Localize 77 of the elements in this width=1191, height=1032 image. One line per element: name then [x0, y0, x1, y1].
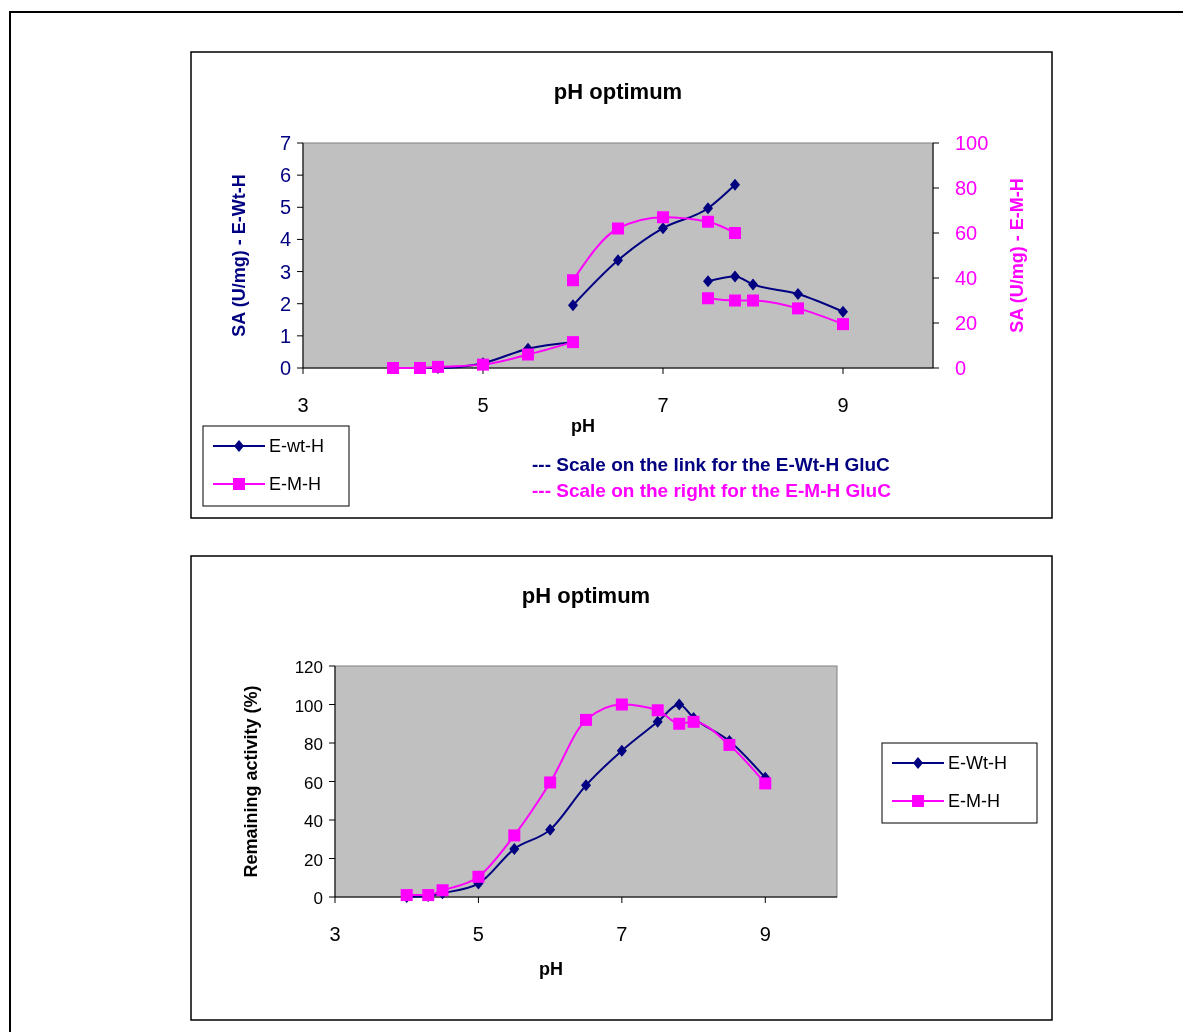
legend-label: E-M-H	[948, 791, 1000, 811]
x-tick-label: 5	[472, 923, 484, 945]
point	[702, 292, 714, 305]
x-tick-label: 5	[477, 394, 489, 416]
point	[759, 777, 772, 790]
point	[792, 302, 804, 315]
y-tick-label: 100	[294, 696, 323, 716]
y2-tick-label: 100	[955, 132, 989, 154]
point	[568, 299, 578, 312]
y-axis-title: SA (U/mg) - E-Wt-H	[229, 174, 249, 337]
y2-tick-label: 80	[955, 177, 978, 199]
point	[522, 348, 534, 361]
y2-tick-label: 60	[955, 222, 978, 244]
x-axis-title: pH	[571, 416, 595, 436]
x-tick-label: 7	[657, 394, 669, 416]
point	[651, 704, 664, 717]
chart-title: pH optimum	[521, 583, 651, 608]
point	[702, 215, 714, 228]
y-tick-label: 0	[279, 357, 291, 379]
y-tick-label: 80	[304, 735, 323, 754]
y-tick-label: 120	[294, 658, 323, 677]
x-tick-label: 7	[616, 923, 628, 945]
point	[703, 275, 713, 288]
point	[674, 698, 685, 711]
point	[612, 222, 624, 235]
point	[509, 842, 520, 855]
y-tick-label: 2	[279, 292, 291, 315]
point	[748, 278, 758, 291]
x-tick-label: 9	[759, 923, 771, 945]
chart-title: pH optimum	[553, 79, 683, 104]
point	[837, 318, 849, 331]
point	[615, 698, 628, 711]
point	[703, 202, 713, 215]
point	[730, 178, 740, 191]
point	[652, 715, 663, 728]
legend-label: E-wt-H	[269, 436, 324, 456]
y-axis-title: Remaining activity (%)	[241, 685, 261, 878]
y-tick-label: 20	[304, 850, 323, 870]
text: --- Scale on the link for the E-Wt-H GluC	[532, 454, 891, 475]
y-tick-label: 7	[279, 132, 291, 154]
point	[472, 870, 485, 883]
legend-label: E-M-H	[269, 474, 321, 494]
legend-label: E-Wt-H	[948, 753, 1007, 773]
y2-tick-label: 0	[955, 357, 967, 379]
point	[673, 717, 686, 730]
text: --- Scale on the right for the E-M-H GluC	[532, 480, 892, 501]
y2-tick-label: 20	[955, 312, 978, 334]
y-tick-label: 40	[304, 812, 323, 831]
point	[730, 270, 740, 283]
y-tick-label: 5	[279, 196, 291, 219]
point	[508, 829, 521, 842]
y-tick-label: 1	[279, 324, 291, 347]
point	[729, 294, 741, 307]
x-axis-title: pH	[539, 959, 563, 979]
point	[544, 776, 557, 789]
y-tick-label: 60	[304, 773, 323, 793]
point	[838, 305, 848, 318]
y-tick-label: 4	[279, 228, 291, 251]
point	[616, 744, 627, 757]
point	[545, 823, 556, 836]
x-tick-label: 9	[837, 394, 849, 416]
point	[613, 254, 623, 267]
point	[747, 294, 759, 307]
point	[567, 274, 579, 287]
point	[658, 222, 668, 235]
y2-tick-label: 40	[955, 267, 978, 289]
y-tick-label: 3	[279, 260, 291, 283]
point	[580, 713, 592, 726]
point	[687, 715, 700, 728]
point	[729, 227, 741, 239]
point	[793, 288, 803, 301]
y-tick-label: 6	[279, 164, 291, 187]
point	[581, 779, 591, 792]
y2-axis-title: SA (U/mg) - E-M-H	[1007, 178, 1027, 333]
point	[657, 211, 669, 224]
x-tick-label: 3	[329, 923, 341, 945]
y-tick-label: 0	[313, 889, 323, 908]
